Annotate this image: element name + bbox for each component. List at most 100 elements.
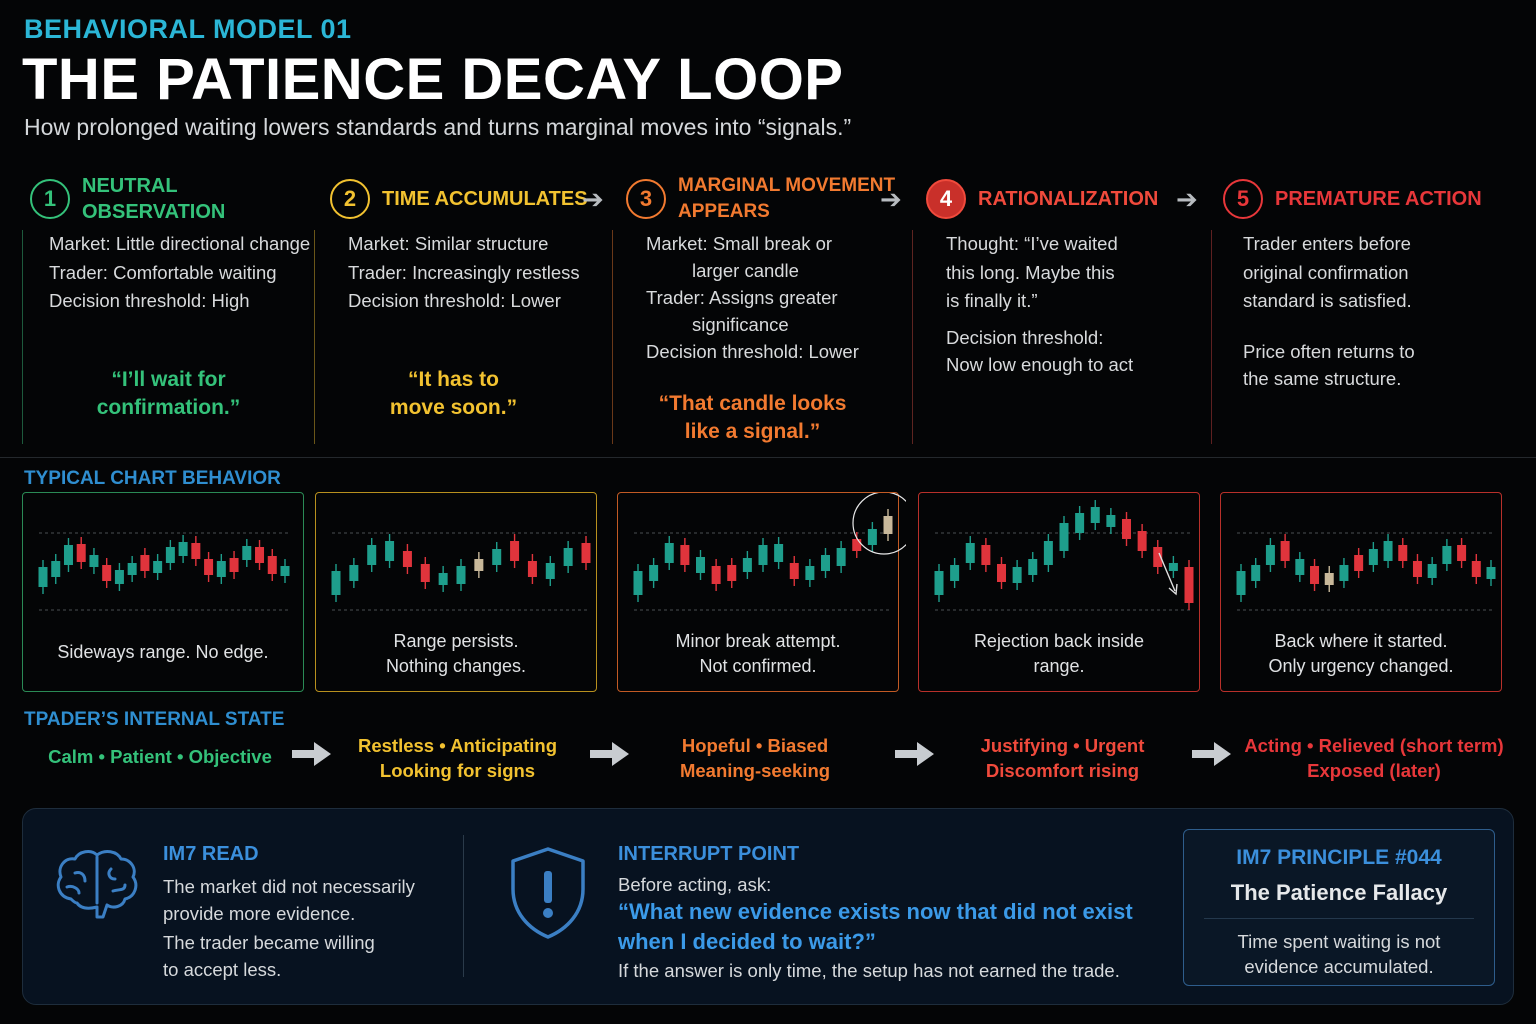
candle bbox=[1251, 565, 1261, 581]
step-line: Market: Similar structure bbox=[348, 233, 549, 254]
step-line: Market: Small break or bbox=[646, 233, 833, 254]
interrupt-question: “What new evidence exists now that did n… bbox=[618, 897, 1133, 957]
step-title-line: APPEARS bbox=[678, 201, 770, 222]
candle bbox=[165, 547, 175, 563]
step-line: larger candle bbox=[692, 260, 799, 281]
candle bbox=[789, 563, 799, 579]
principle-text: Time spent waiting is not evidence accum… bbox=[1184, 929, 1494, 979]
candle bbox=[367, 545, 377, 565]
quote-line: confirmation.” bbox=[96, 396, 241, 419]
state-arrow-icon bbox=[292, 742, 331, 766]
candle bbox=[1106, 515, 1116, 527]
candle bbox=[492, 549, 502, 565]
chart-card-5: Back where it started. Only urgency chan… bbox=[1220, 492, 1502, 692]
step-line: Now low enough to act bbox=[946, 353, 1134, 375]
candle bbox=[545, 563, 555, 579]
candle bbox=[867, 529, 877, 545]
state-line: Hopeful • Biased bbox=[681, 735, 829, 756]
step-quote: “I’ll wait for confirmation.” bbox=[23, 366, 314, 422]
state-line: Discomfort rising bbox=[985, 760, 1140, 781]
chart-caption: Range persists. Nothing changes. bbox=[316, 629, 596, 679]
state-line: Meaning-seeking bbox=[679, 760, 831, 781]
principle-line: evidence accumulated. bbox=[1244, 956, 1434, 977]
step-title: RATIONALIZATION bbox=[978, 188, 1159, 210]
candle bbox=[438, 573, 448, 585]
candle bbox=[255, 547, 265, 563]
page-title: THE PATIENCE DECAY LOOP bbox=[22, 47, 844, 112]
candle bbox=[1427, 564, 1437, 578]
step-arrow-icon: ➔ bbox=[582, 184, 604, 214]
candle bbox=[1122, 519, 1131, 539]
chart-card-4: Rejection back inside range. bbox=[918, 492, 1200, 692]
step-quote: “It has to move soon.” bbox=[295, 366, 612, 422]
candle bbox=[1412, 561, 1422, 577]
candle bbox=[140, 555, 150, 571]
step-arrow-icon: ➔ bbox=[880, 184, 902, 214]
step-4: 4 RATIONALIZATION Thought: “I’ve waited … bbox=[912, 172, 1212, 444]
panel-divider bbox=[463, 835, 464, 977]
candle-chart bbox=[331, 532, 591, 611]
chart-card-3: Minor break attempt. Not confirmed. bbox=[617, 492, 906, 692]
down-arrow-head-icon bbox=[1168, 583, 1178, 596]
step-line: Decision threshold: Lower bbox=[646, 341, 859, 362]
chart-caption: Rejection back inside range. bbox=[919, 629, 1199, 679]
step-line: is finally it.” bbox=[946, 290, 1038, 311]
step-1: 1 NEUTRAL OBSERVATION Market: Little dir… bbox=[22, 172, 314, 444]
candle bbox=[456, 566, 466, 584]
step-line: the same structure. bbox=[1243, 367, 1402, 389]
candle bbox=[385, 541, 395, 561]
step-line: Market: Little directional change bbox=[49, 233, 311, 254]
state-2: Restless • Anticipating Looking for sign… bbox=[330, 733, 585, 783]
principle-line: Time spent waiting is not bbox=[1237, 931, 1441, 952]
step-title: NEUTRAL OBSERVATION bbox=[82, 175, 226, 223]
chart-card-1: Sideways range. No edge. bbox=[22, 492, 304, 692]
candle bbox=[474, 559, 484, 571]
candle-chart bbox=[38, 532, 290, 611]
candle bbox=[1310, 566, 1320, 584]
read-text: The market did not necessarily provide m… bbox=[163, 873, 415, 983]
candle bbox=[38, 567, 48, 587]
chart-caption: Minor break attempt. Not confirmed. bbox=[618, 629, 898, 679]
candle bbox=[1486, 567, 1496, 579]
candle bbox=[965, 543, 975, 563]
candle bbox=[1354, 555, 1364, 571]
step-line: Decision threshold: High bbox=[49, 290, 250, 311]
quote-line: “That candle looks bbox=[658, 392, 847, 415]
brain-icon bbox=[56, 850, 138, 919]
caption-line: Back where it started. bbox=[1274, 631, 1448, 651]
interrupt-ask: Before acting, ask: bbox=[618, 874, 772, 895]
bottom-panel: IM7 READ The market did not necessarily … bbox=[22, 808, 1514, 1005]
chart-section-label: TYPICAL CHART BEHAVIOR bbox=[24, 468, 281, 489]
state-line: Justifying • Urgent bbox=[980, 735, 1145, 756]
caption-line: Only urgency changed. bbox=[1268, 656, 1454, 676]
candle-chart bbox=[633, 493, 906, 611]
candle bbox=[1059, 523, 1069, 551]
quote-line: like a signal.” bbox=[684, 420, 821, 443]
principle-divider bbox=[1204, 918, 1474, 919]
candle bbox=[633, 571, 643, 595]
chart-caption: Back where it started. Only urgency chan… bbox=[1221, 629, 1501, 679]
step-title: TIME ACCUMULATES bbox=[382, 188, 588, 210]
candle-chart bbox=[1236, 532, 1496, 611]
candle bbox=[527, 561, 537, 577]
caption-line: range. bbox=[1033, 656, 1085, 676]
state-1: Calm • Patient • Objective bbox=[30, 744, 290, 769]
candle bbox=[1028, 559, 1038, 575]
candle bbox=[1265, 545, 1275, 565]
step-line: Decision threshold: Lower bbox=[348, 290, 561, 311]
candle bbox=[51, 561, 61, 577]
candle bbox=[836, 548, 846, 566]
candle bbox=[581, 543, 591, 563]
principle-box: IM7 PRINCIPLE #044 The Patience Fallacy … bbox=[1183, 829, 1495, 986]
highlight-circle-icon bbox=[852, 493, 906, 555]
candle bbox=[1090, 507, 1100, 523]
state-arrow-icon bbox=[895, 742, 934, 766]
question-line: “What new evidence exists now that did n… bbox=[618, 899, 1133, 924]
candle bbox=[178, 542, 188, 556]
candle bbox=[1280, 541, 1290, 561]
candle bbox=[191, 543, 201, 559]
candle bbox=[229, 558, 239, 572]
read-line: The trader became willing bbox=[163, 932, 375, 953]
candle bbox=[420, 564, 430, 582]
quote-line: move soon.” bbox=[389, 396, 518, 419]
